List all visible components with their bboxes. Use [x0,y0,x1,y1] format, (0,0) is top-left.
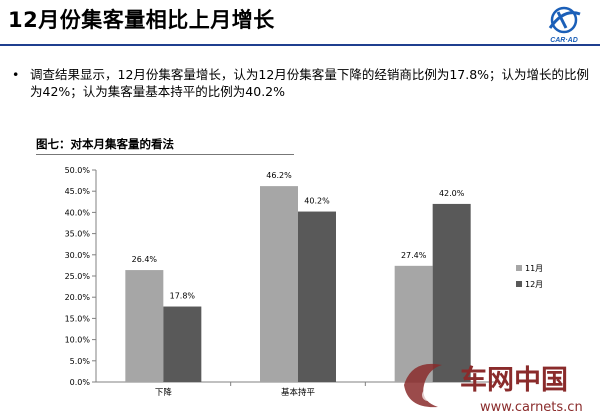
legend-swatch [516,281,522,287]
header-divider [0,44,600,46]
y-tick-label: 45.0% [65,187,91,196]
data-label: 42.0% [439,189,465,198]
chart-title: 图七：对本月集客量的看法 [36,137,174,151]
y-tick-label: 25.0% [65,272,91,281]
x-tick-label: 基本持平 [281,387,316,398]
data-label: 17.8% [170,292,196,301]
bar-dec [298,211,336,382]
watermark-url: www.carnets.cn [480,400,583,415]
y-tick-label: 0.0% [70,378,91,387]
page-title: 12月份集客量相比上月增长 [8,8,275,32]
data-label: 27.4% [401,251,427,260]
legend-label: 12月 [525,280,543,289]
data-label: 40.2% [304,197,330,206]
svg-text:CAR·AD: CAR·AD [550,37,578,44]
bar-dec [432,203,471,382]
y-tick-label: 30.0% [65,251,91,260]
bar-nov [125,270,164,382]
chart-title-underline [36,154,294,155]
bar-nov [260,186,298,382]
bullet-symbol: • [12,67,20,82]
y-tick-label: 5.0% [70,357,91,366]
data-label: 26.4% [132,255,158,264]
legend-label: 11月 [525,264,543,273]
summary-text: 调查结果显示，12月份集客量增长，认为12月份集客量下降的经销商比例为17.8%… [30,67,590,99]
x-tick-label: 下降 [155,387,173,398]
watermark: 车网中国 www.carnets.cn [404,363,583,415]
y-tick-label: 20.0% [65,293,91,302]
y-tick-label: 40.0% [65,208,91,217]
legend-swatch [516,265,522,271]
company-logo: CAR·AD [548,6,581,44]
y-tick-label: 35.0% [65,230,91,239]
watermark-logo-icon [404,363,442,408]
y-tick-label: 50.0% [65,166,91,175]
y-tick-label: 15.0% [65,314,91,323]
watermark-brand: 车网中国 [460,364,568,396]
data-label: 46.2% [266,171,292,180]
bar-dec [163,306,202,382]
bar-nov [394,265,433,382]
y-tick-label: 10.0% [65,336,91,345]
